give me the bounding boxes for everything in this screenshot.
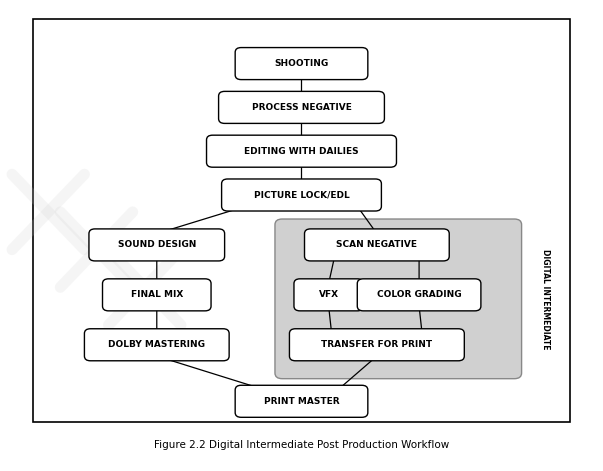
FancyBboxPatch shape	[84, 329, 229, 361]
FancyBboxPatch shape	[357, 279, 481, 311]
Text: PICTURE LOCK/EDL: PICTURE LOCK/EDL	[254, 190, 349, 200]
FancyBboxPatch shape	[275, 219, 522, 379]
Text: SCAN NEGATIVE: SCAN NEGATIVE	[336, 240, 417, 250]
Text: SOUND DESIGN: SOUND DESIGN	[118, 240, 196, 250]
FancyBboxPatch shape	[235, 385, 368, 417]
Text: VFX: VFX	[318, 290, 339, 300]
FancyBboxPatch shape	[103, 279, 211, 311]
FancyBboxPatch shape	[235, 48, 368, 80]
Text: DOLBY MASTERING: DOLBY MASTERING	[109, 340, 205, 349]
FancyBboxPatch shape	[294, 279, 363, 311]
FancyBboxPatch shape	[206, 135, 397, 167]
Text: PRINT MASTER: PRINT MASTER	[264, 397, 339, 406]
Text: SHOOTING: SHOOTING	[274, 59, 329, 68]
FancyBboxPatch shape	[305, 229, 449, 261]
Text: FINAL MIX: FINAL MIX	[131, 290, 183, 300]
Text: PROCESS NEGATIVE: PROCESS NEGATIVE	[251, 103, 352, 112]
Text: TRANSFER FOR PRINT: TRANSFER FOR PRINT	[321, 340, 432, 349]
FancyBboxPatch shape	[89, 229, 224, 261]
FancyBboxPatch shape	[289, 329, 464, 361]
Text: EDITING WITH DAILIES: EDITING WITH DAILIES	[244, 146, 359, 156]
Text: DIGITAL INTERMEDIATE: DIGITAL INTERMEDIATE	[541, 249, 550, 349]
FancyBboxPatch shape	[33, 19, 570, 422]
FancyBboxPatch shape	[222, 179, 382, 211]
FancyBboxPatch shape	[219, 91, 385, 123]
Text: Figure 2.2 Digital Intermediate Post Production Workflow: Figure 2.2 Digital Intermediate Post Pro…	[154, 440, 449, 450]
Text: COLOR GRADING: COLOR GRADING	[377, 290, 461, 300]
